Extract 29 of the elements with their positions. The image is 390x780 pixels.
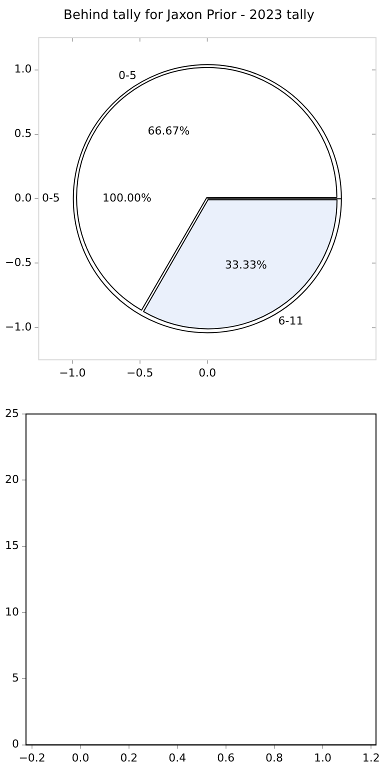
x-tick-label: 1.2 [362,751,380,764]
y-tick-label: −1.0 [4,320,32,334]
x-tick-label: 1.0 [314,751,332,764]
x-tick-label: 0.8 [266,751,284,764]
data-label: 33.33% [225,258,268,272]
y-tick-label: 10 [4,605,19,618]
y-tick-label: 5 [12,672,19,684]
x-tick-label: 0.4 [168,751,186,764]
text: 100.00% [102,192,152,205]
y-tick-label: 25 [4,406,19,420]
x-tick-label: −1.0 [59,366,86,380]
x-tick-label: 0.6 [217,751,235,764]
x-tick-label: 0.0 [198,366,216,380]
x-tick-label: 0.0 [72,751,90,764]
y-tick-label: 20 [4,473,19,486]
x-tick-label: 0.2 [120,751,138,764]
category-label: 0-5 [42,192,60,205]
y-tick-label: 15 [4,539,19,552]
y-tick-label: −0.5 [4,256,32,269]
y-tick-label: 1.0 [14,62,32,76]
slice-label: 6-11 [278,314,304,328]
chart-title: Behind tally for Jaxon Prior - 2023 tally [64,8,315,24]
x-tick-label: −0.2 [18,751,46,764]
slice-label: 0-5 [118,68,136,82]
y-tick-label: 0.5 [14,127,32,140]
y-tick-label: 0.0 [14,192,32,205]
y-tick-label: 0 [12,738,19,751]
x-tick-label: −0.5 [126,366,154,380]
data-label: 66.67% [148,124,190,138]
